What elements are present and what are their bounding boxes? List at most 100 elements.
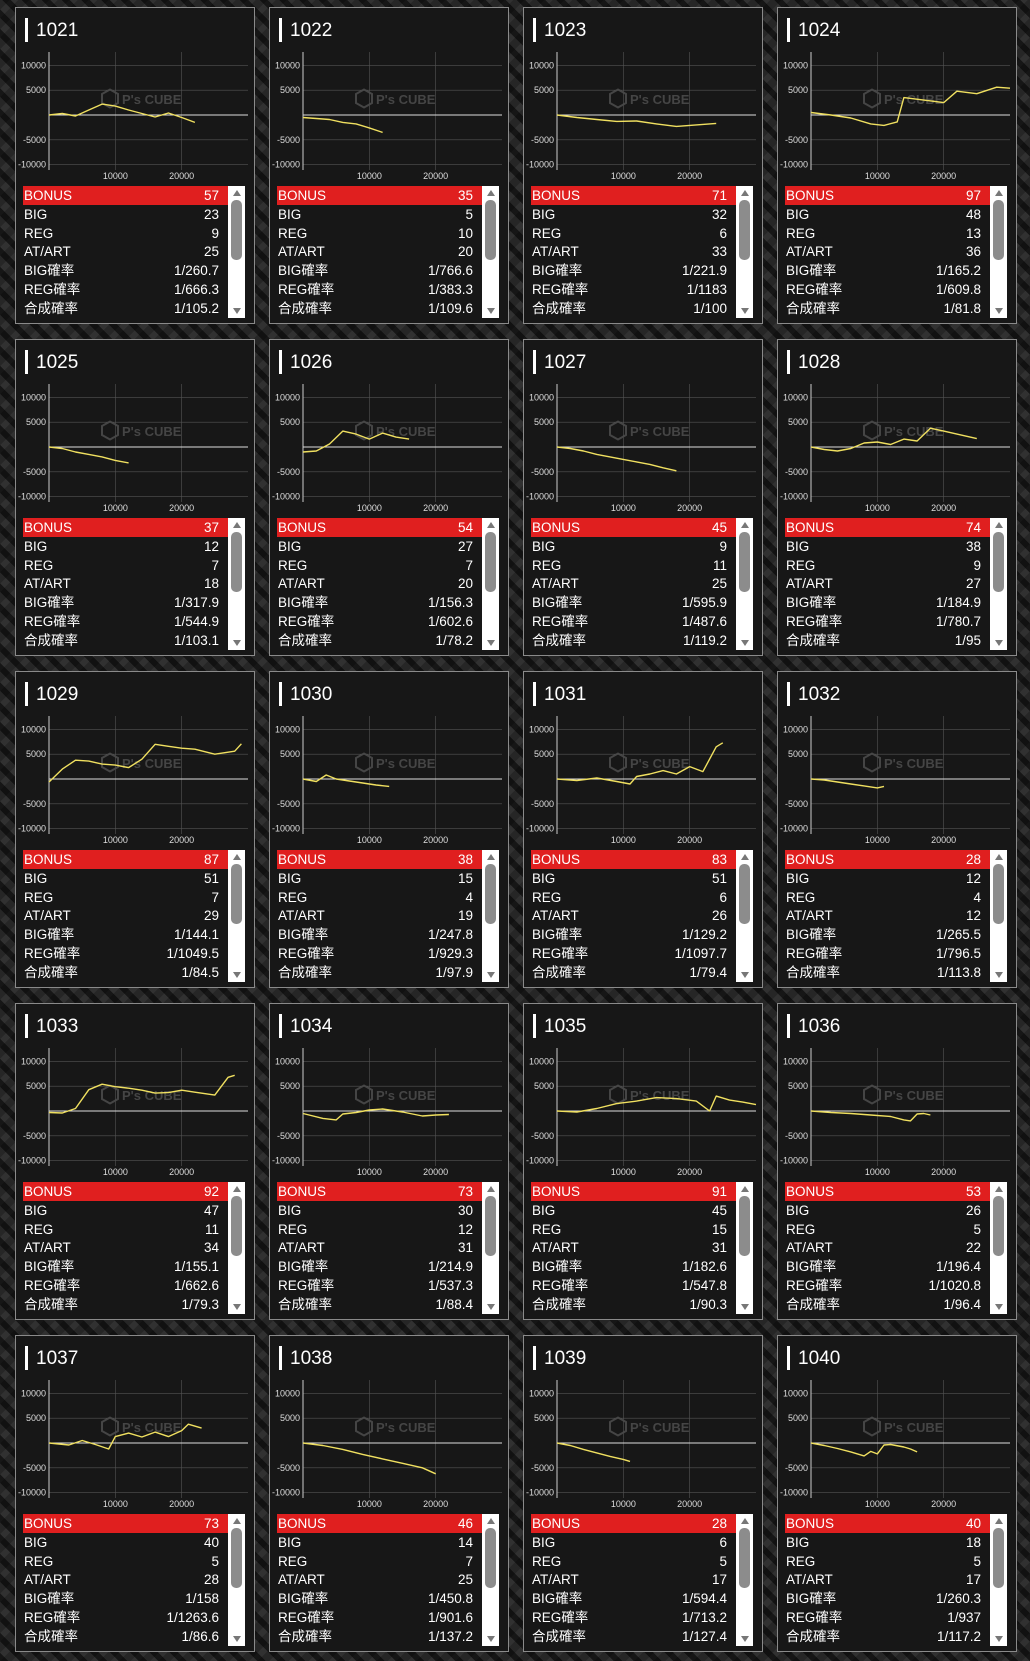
scrollbar-thumb[interactable] <box>485 1196 496 1256</box>
scroll-up-arrow-icon[interactable] <box>233 190 241 196</box>
scrollbar[interactable] <box>482 186 499 318</box>
scrollbar-thumb[interactable] <box>993 864 1004 924</box>
machine-card[interactable]: 1027 10000 5000 -5000 -10000 10000 20000 P's CU… <box>523 339 763 656</box>
scrollbar[interactable] <box>990 518 1007 650</box>
machine-card[interactable]: 1026 10000 5000 -5000 -10000 10000 20000 P's CU… <box>269 339 509 656</box>
machine-card[interactable]: 1037 10000 5000 -5000 -10000 10000 20000 P's CU… <box>15 1335 255 1652</box>
scroll-down-arrow-icon[interactable] <box>233 308 241 314</box>
scrollbar-thumb[interactable] <box>485 864 496 924</box>
scroll-up-arrow-icon[interactable] <box>487 522 495 528</box>
scrollbar-thumb[interactable] <box>485 1528 496 1588</box>
scrollbar[interactable] <box>736 850 753 982</box>
scrollbar-thumb[interactable] <box>739 1196 750 1256</box>
machine-card[interactable]: 1032 10000 5000 -5000 -10000 10000 20000 P's CU… <box>777 671 1017 988</box>
scroll-up-arrow-icon[interactable] <box>487 1186 495 1192</box>
scrollbar[interactable] <box>990 186 1007 318</box>
machine-card[interactable]: 1031 10000 5000 -5000 -10000 10000 20000 P's CU… <box>523 671 763 988</box>
scroll-down-arrow-icon[interactable] <box>487 1304 495 1310</box>
machine-card[interactable]: 1039 10000 5000 -5000 -10000 10000 20000 P's CU… <box>523 1335 763 1652</box>
machine-card[interactable]: 1021 10000 5000 -5000 -10000 10000 20000 P's CU… <box>15 7 255 324</box>
scroll-down-arrow-icon[interactable] <box>233 1636 241 1642</box>
scrollbar[interactable] <box>228 850 245 982</box>
scroll-up-arrow-icon[interactable] <box>487 1518 495 1524</box>
scroll-down-arrow-icon[interactable] <box>233 640 241 646</box>
scroll-down-arrow-icon[interactable] <box>487 308 495 314</box>
scroll-down-arrow-icon[interactable] <box>487 640 495 646</box>
scroll-up-arrow-icon[interactable] <box>995 190 1003 196</box>
scrollbar[interactable] <box>736 186 753 318</box>
scroll-up-arrow-icon[interactable] <box>741 1518 749 1524</box>
scroll-up-arrow-icon[interactable] <box>995 854 1003 860</box>
scrollbar-thumb[interactable] <box>993 1528 1004 1588</box>
scroll-up-arrow-icon[interactable] <box>741 522 749 528</box>
machine-card[interactable]: 1036 10000 5000 -5000 -10000 10000 20000 P's CU… <box>777 1003 1017 1320</box>
scroll-down-arrow-icon[interactable] <box>741 1636 749 1642</box>
machine-card[interactable]: 1022 10000 5000 -5000 -10000 10000 20000 P's CU… <box>269 7 509 324</box>
scroll-down-arrow-icon[interactable] <box>741 972 749 978</box>
scrollbar-thumb[interactable] <box>993 1196 1004 1256</box>
scroll-up-arrow-icon[interactable] <box>995 1186 1003 1192</box>
scrollbar-thumb[interactable] <box>993 532 1004 592</box>
scrollbar[interactable] <box>482 1514 499 1646</box>
scrollbar-thumb[interactable] <box>231 1196 242 1256</box>
machine-card[interactable]: 1033 10000 5000 -5000 -10000 10000 20000 P's CU… <box>15 1003 255 1320</box>
machine-card[interactable]: 1029 10000 5000 -5000 -10000 10000 20000 P's CU… <box>15 671 255 988</box>
scrollbar[interactable] <box>482 1182 499 1314</box>
machine-card[interactable]: 1028 10000 5000 -5000 -10000 10000 20000 P's CU… <box>777 339 1017 656</box>
scroll-down-arrow-icon[interactable] <box>487 972 495 978</box>
scrollbar-thumb[interactable] <box>231 200 242 260</box>
scrollbar[interactable] <box>228 186 245 318</box>
machine-card[interactable]: 1024 10000 5000 -5000 -10000 10000 20000 P's CU… <box>777 7 1017 324</box>
scrollbar-thumb[interactable] <box>231 532 242 592</box>
machine-card[interactable]: 1023 10000 5000 -5000 -10000 10000 20000 P's CU… <box>523 7 763 324</box>
scroll-down-arrow-icon[interactable] <box>741 1304 749 1310</box>
scroll-up-arrow-icon[interactable] <box>233 1186 241 1192</box>
machine-card[interactable]: 1034 10000 5000 -5000 -10000 10000 20000 P's CU… <box>269 1003 509 1320</box>
scroll-down-arrow-icon[interactable] <box>995 972 1003 978</box>
machine-card[interactable]: 1030 10000 5000 -5000 -10000 10000 20000 P's CU… <box>269 671 509 988</box>
scrollbar-thumb[interactable] <box>739 532 750 592</box>
scrollbar[interactable] <box>736 518 753 650</box>
scroll-up-arrow-icon[interactable] <box>233 854 241 860</box>
scroll-up-arrow-icon[interactable] <box>741 1186 749 1192</box>
scrollbar[interactable] <box>990 1182 1007 1314</box>
scrollbar-thumb[interactable] <box>231 1528 242 1588</box>
scroll-down-arrow-icon[interactable] <box>741 308 749 314</box>
scrollbar[interactable] <box>482 518 499 650</box>
scroll-down-arrow-icon[interactable] <box>233 1304 241 1310</box>
scrollbar[interactable] <box>736 1514 753 1646</box>
scrollbar[interactable] <box>228 1182 245 1314</box>
scrollbar[interactable] <box>990 1514 1007 1646</box>
scroll-up-arrow-icon[interactable] <box>487 190 495 196</box>
scroll-up-arrow-icon[interactable] <box>741 854 749 860</box>
scroll-up-arrow-icon[interactable] <box>995 1518 1003 1524</box>
scrollbar[interactable] <box>228 1514 245 1646</box>
scroll-down-arrow-icon[interactable] <box>233 972 241 978</box>
scroll-down-arrow-icon[interactable] <box>487 1636 495 1642</box>
scrollbar-thumb[interactable] <box>993 200 1004 260</box>
scroll-up-arrow-icon[interactable] <box>487 854 495 860</box>
scroll-down-arrow-icon[interactable] <box>995 1636 1003 1642</box>
machine-card[interactable]: 1035 10000 5000 -5000 -10000 10000 20000 P's CU… <box>523 1003 763 1320</box>
scroll-down-arrow-icon[interactable] <box>995 640 1003 646</box>
machine-card[interactable]: 1038 10000 5000 -5000 -10000 10000 20000 P's CU… <box>269 1335 509 1652</box>
scroll-up-arrow-icon[interactable] <box>233 1518 241 1524</box>
scroll-up-arrow-icon[interactable] <box>233 522 241 528</box>
scrollbar-thumb[interactable] <box>485 200 496 260</box>
scrollbar-thumb[interactable] <box>739 864 750 924</box>
scrollbar-thumb[interactable] <box>739 200 750 260</box>
machine-card[interactable]: 1025 10000 5000 -5000 -10000 10000 20000 P's CU… <box>15 339 255 656</box>
scroll-down-arrow-icon[interactable] <box>741 640 749 646</box>
scroll-up-arrow-icon[interactable] <box>995 522 1003 528</box>
scrollbar[interactable] <box>228 518 245 650</box>
scrollbar[interactable] <box>482 850 499 982</box>
scrollbar-thumb[interactable] <box>485 532 496 592</box>
scrollbar[interactable] <box>736 1182 753 1314</box>
scroll-down-arrow-icon[interactable] <box>995 308 1003 314</box>
scroll-up-arrow-icon[interactable] <box>741 190 749 196</box>
scrollbar-thumb[interactable] <box>739 1528 750 1588</box>
scroll-down-arrow-icon[interactable] <box>995 1304 1003 1310</box>
machine-card[interactable]: 1040 10000 5000 -5000 -10000 10000 20000 P's CU… <box>777 1335 1017 1652</box>
scrollbar-thumb[interactable] <box>231 864 242 924</box>
scrollbar[interactable] <box>990 850 1007 982</box>
